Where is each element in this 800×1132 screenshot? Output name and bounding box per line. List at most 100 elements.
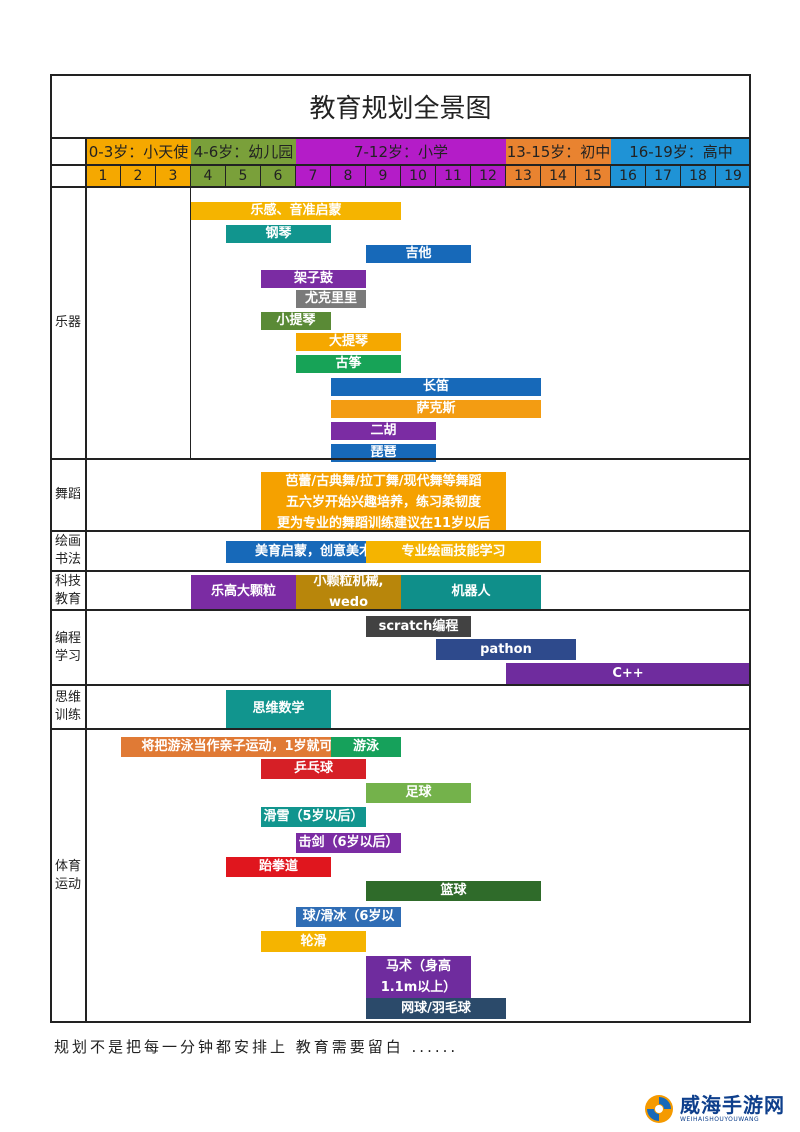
bar-item: 马术（身高 1.1m以上）: [366, 956, 471, 998]
stage-cell: 16-19岁：高中: [611, 138, 751, 165]
bar-item: 跆拳道: [226, 857, 331, 877]
category-label-line: 乐器: [54, 315, 81, 330]
bar-label: scratch编程: [378, 618, 459, 634]
category-label: 编程 学习: [50, 610, 86, 685]
age-cell: 14: [541, 165, 576, 187]
bar-label: 将把游泳当作亲子运动，1岁就可以: [141, 739, 346, 754]
bar-label: 机器人: [451, 584, 491, 599]
row-divider: [50, 609, 751, 611]
bar-label: 长笛: [422, 379, 449, 394]
bar-item: 乒乓球: [261, 759, 366, 779]
bar-item: 尤克里里: [296, 290, 366, 308]
footer-note: 规划不是把每一分钟都安排上 教育需要留白 ......: [54, 1038, 459, 1056]
bar-label: 篮球: [440, 883, 467, 898]
bar-item: 小提琴: [261, 312, 331, 330]
bar-label: pathon: [480, 641, 532, 657]
bar-label: 乐感、音准启蒙: [250, 203, 342, 218]
bar-label: 芭蕾/古典舞/拉丁舞/现代舞等舞蹈: [285, 473, 482, 489]
stage-cell: 4-6岁：幼儿园: [191, 138, 296, 165]
bar-label: 五六岁开始兴趣培养，练习柔韧度: [285, 494, 481, 510]
bar-item: 轮滑: [261, 931, 366, 952]
age-cell: 7: [296, 165, 331, 187]
bar-item: 萨克斯: [331, 400, 541, 418]
bar-label: 大提琴: [328, 334, 368, 349]
bar-label: 1.1m以上）: [380, 980, 457, 995]
bar-label: 滑雪（5岁以后）: [263, 809, 364, 824]
instrument-start-line: [190, 187, 191, 459]
bar-label: 小提琴: [276, 313, 316, 328]
bar-label: 游泳: [352, 739, 379, 754]
bar-item: scratch编程: [366, 616, 471, 637]
category-divider: [85, 138, 87, 1023]
bar-label: 击剑（6岁以后）: [298, 835, 399, 850]
chart-title: 教育规划全景图: [309, 93, 492, 124]
bar-item: 钢琴: [226, 225, 331, 243]
row-divider: [50, 137, 751, 139]
bar-label: 乒乓球: [293, 761, 333, 776]
row-divider: [50, 458, 751, 460]
bar-item: 网球/羽毛球: [366, 998, 506, 1019]
bar-item: 芭蕾/古典舞/拉丁舞/现代舞等舞蹈 五六岁开始兴趣培养，练习柔韧度 更为专业的舞蹈训…: [261, 472, 506, 532]
bar-label: 跆拳道: [258, 859, 298, 874]
bar-item: 击剑（6岁以后）: [296, 833, 401, 853]
bar-label: 二胡: [370, 423, 397, 438]
category-label-line: 绘画: [54, 534, 81, 549]
row-divider: [50, 570, 751, 572]
category-label: 舞蹈: [50, 459, 86, 531]
spiral-logo-icon: [645, 1095, 673, 1123]
bar-item: 游泳: [331, 737, 401, 757]
age-cell: 15: [576, 165, 611, 187]
bar-item: 二胡: [331, 422, 436, 440]
row-divider: [50, 684, 751, 686]
bar-item: 架子鼓: [261, 270, 366, 288]
bar-item: 滑雪（5岁以后）: [261, 807, 366, 827]
bar-item: 乐高大颗粒: [191, 575, 296, 609]
category-label: 思维 训练: [50, 685, 86, 729]
age-cell: 4: [191, 165, 226, 187]
age-cell: 12: [471, 165, 506, 187]
stage-cell: 13-15岁：初中: [506, 138, 611, 165]
category-label: 乐器: [50, 187, 86, 459]
bar-label: 球/滑冰（6岁以: [302, 909, 395, 924]
age-cell: 8: [331, 165, 366, 187]
age-cell: 17: [646, 165, 681, 187]
stage-cell: 0-3岁：小天使: [86, 138, 191, 165]
category-label: 科技 教育: [50, 571, 86, 610]
bar-label: 马术（身高: [385, 959, 451, 974]
age-cell: 2: [121, 165, 156, 187]
row-divider: [50, 530, 751, 532]
age-cell: 9: [366, 165, 401, 187]
bar-item: 小颗粒机械, wedo: [296, 575, 401, 609]
age-cell: 11: [436, 165, 471, 187]
bar-item: 将把游泳当作亲子运动，1岁就可以: [121, 737, 366, 757]
bar-label: 萨克斯: [416, 401, 456, 416]
category-label-line: 舞蹈: [54, 487, 81, 502]
age-cell: 16: [611, 165, 646, 187]
age-cell: 3: [156, 165, 191, 187]
bar-label: 网球/羽毛球: [401, 1000, 471, 1016]
bar-item: 篮球: [366, 881, 541, 901]
bar-label: 架子鼓: [293, 271, 333, 286]
category-label-line: 学习: [54, 648, 81, 664]
bar-label: 小颗粒机械,: [313, 575, 384, 589]
bar-label: 乐高大颗粒: [210, 584, 276, 599]
age-cell: 1: [86, 165, 121, 187]
row-divider: [50, 164, 751, 166]
bar-item: 思维数学: [226, 690, 331, 728]
bar-label: 足球: [405, 785, 432, 800]
bar-label: 更为专业的舞蹈训练建议在11岁以后: [276, 515, 491, 531]
bar-label: 专业绘画技能学习: [401, 544, 506, 559]
bar-item: 长笛: [331, 378, 541, 396]
bar-label: 思维数学: [252, 701, 305, 716]
age-cell: 10: [401, 165, 436, 187]
bar-item: 琵琶: [331, 444, 436, 462]
bar-item: 足球: [366, 783, 471, 803]
age-cell: 19: [716, 165, 751, 187]
bar-label: 琵琶: [370, 445, 397, 460]
bar-label: 尤克里里: [304, 291, 357, 306]
category-label-line: 训练: [54, 708, 81, 723]
watermark-logo: 威海手游网 WEIHAISHOUYOUWANG: [644, 1094, 785, 1124]
outer-frame: [50, 74, 751, 1023]
bar-item: 吉他: [366, 245, 471, 263]
category-label-line: 编程: [54, 630, 81, 646]
